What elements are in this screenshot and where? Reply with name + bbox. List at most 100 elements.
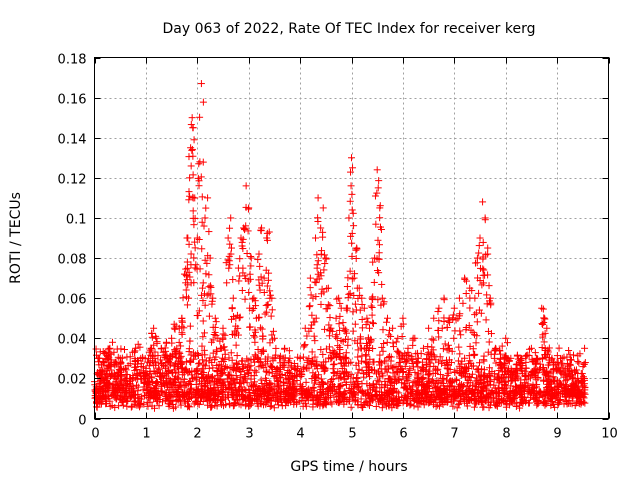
data-point bbox=[378, 404, 386, 412]
data-point bbox=[265, 269, 273, 277]
data-point bbox=[455, 343, 463, 351]
data-point bbox=[425, 324, 433, 332]
data-point bbox=[368, 311, 376, 319]
data-point bbox=[183, 301, 191, 309]
data-point bbox=[185, 348, 193, 356]
data-point bbox=[104, 395, 112, 403]
data-point bbox=[152, 380, 160, 388]
data-point bbox=[392, 338, 400, 346]
data-point bbox=[553, 352, 561, 360]
data-point bbox=[129, 348, 137, 356]
data-point bbox=[150, 367, 158, 375]
data-point bbox=[340, 375, 348, 383]
data-point bbox=[346, 267, 354, 275]
data-point bbox=[462, 290, 470, 298]
data-point bbox=[482, 386, 490, 394]
data-point bbox=[205, 283, 213, 291]
data-point bbox=[224, 234, 232, 242]
data-point bbox=[336, 382, 344, 390]
data-point bbox=[541, 329, 549, 337]
data-point bbox=[478, 397, 486, 405]
data-point bbox=[448, 377, 456, 385]
data-point bbox=[472, 339, 480, 347]
data-point bbox=[321, 251, 329, 259]
x-tick-label: 5 bbox=[348, 427, 356, 442]
data-point bbox=[241, 225, 249, 233]
data-point bbox=[117, 359, 125, 367]
data-point bbox=[547, 402, 555, 410]
data-point bbox=[175, 348, 183, 356]
data-point bbox=[285, 368, 293, 376]
grid bbox=[94, 57, 609, 419]
data-point bbox=[450, 334, 458, 342]
data-point bbox=[425, 355, 433, 363]
data-point bbox=[413, 358, 421, 366]
data-point bbox=[257, 376, 265, 384]
data-point bbox=[229, 294, 237, 302]
data-point bbox=[363, 389, 371, 397]
data-point bbox=[178, 329, 186, 337]
data-point bbox=[385, 331, 393, 339]
data-point bbox=[484, 327, 492, 335]
data-point bbox=[130, 398, 138, 406]
data-point bbox=[512, 387, 520, 395]
data-point bbox=[497, 395, 505, 403]
data-point bbox=[118, 366, 126, 374]
data-point bbox=[434, 308, 442, 316]
data-point bbox=[120, 393, 128, 401]
data-point bbox=[491, 350, 499, 358]
data-point bbox=[486, 294, 494, 302]
data-point bbox=[580, 376, 588, 384]
data-point bbox=[528, 385, 536, 393]
data-point bbox=[443, 346, 451, 354]
data-point bbox=[343, 304, 351, 312]
data-point bbox=[243, 379, 251, 387]
data-point bbox=[347, 232, 355, 240]
data-point bbox=[341, 354, 349, 362]
data-point bbox=[405, 382, 413, 390]
data-point bbox=[235, 314, 243, 322]
data-point bbox=[363, 314, 371, 322]
data-point bbox=[251, 351, 259, 359]
data-point bbox=[281, 396, 289, 404]
data-point bbox=[197, 173, 205, 181]
data-point bbox=[552, 394, 560, 402]
data-point bbox=[377, 225, 385, 233]
data-point bbox=[263, 396, 271, 404]
x-tick-labels: 0 1 2 3 4 5 6 7 8 9 10 bbox=[91, 427, 617, 442]
data-point bbox=[332, 314, 340, 322]
data-point bbox=[203, 396, 211, 404]
data-point bbox=[436, 386, 444, 394]
data-point bbox=[256, 399, 264, 407]
data-point bbox=[309, 357, 317, 365]
data-point bbox=[288, 390, 296, 398]
data-point bbox=[190, 254, 198, 262]
data-point bbox=[236, 255, 244, 263]
data-point bbox=[351, 300, 359, 308]
data-point bbox=[452, 394, 460, 402]
data-point bbox=[558, 369, 566, 377]
data-point bbox=[103, 364, 111, 372]
data-point bbox=[182, 286, 190, 294]
data-point bbox=[205, 271, 213, 279]
data-point bbox=[198, 245, 206, 253]
data-point bbox=[376, 351, 384, 359]
data-point bbox=[299, 353, 307, 361]
data-point bbox=[277, 365, 285, 373]
data-point bbox=[198, 342, 206, 350]
data-point bbox=[266, 402, 274, 410]
data-point bbox=[325, 383, 333, 391]
data-point bbox=[254, 392, 262, 400]
data-point bbox=[155, 402, 163, 410]
data-point bbox=[390, 363, 398, 371]
data-point bbox=[541, 315, 549, 323]
data-point bbox=[202, 204, 210, 212]
data-point bbox=[171, 325, 179, 333]
data-point bbox=[389, 400, 397, 408]
data-point bbox=[380, 298, 388, 306]
data-point bbox=[150, 341, 158, 349]
data-point bbox=[199, 279, 207, 287]
data-point bbox=[487, 299, 495, 307]
data-point bbox=[498, 342, 506, 350]
data-point bbox=[190, 355, 198, 363]
